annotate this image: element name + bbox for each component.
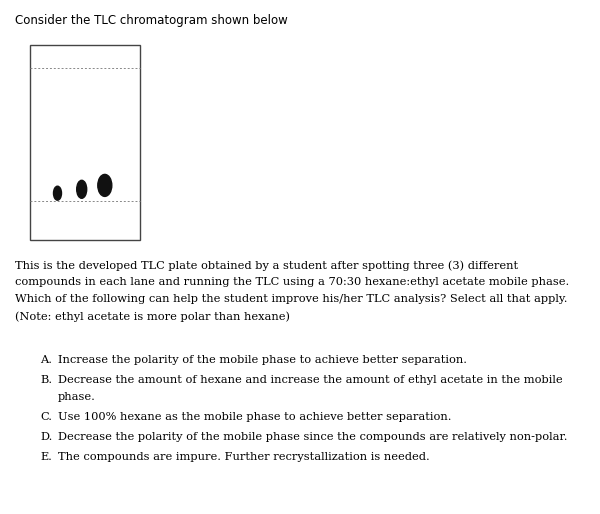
Text: This is the developed TLC plate obtained by a student after spotting three (3) d: This is the developed TLC plate obtained… (15, 260, 518, 270)
Text: Decrease the amount of hexane and increase the amount of ethyl acetate in the mo: Decrease the amount of hexane and increa… (58, 375, 563, 385)
Bar (30, 45, 140, 240)
Text: The compounds are impure. Further recrystallization is needed.: The compounds are impure. Further recrys… (58, 452, 430, 462)
Ellipse shape (98, 174, 112, 196)
Ellipse shape (53, 186, 62, 200)
Text: C.: C. (40, 412, 52, 422)
Text: Use 100% hexane as the mobile phase to achieve better separation.: Use 100% hexane as the mobile phase to a… (58, 412, 452, 422)
Text: D.: D. (40, 432, 52, 442)
Text: (Note: ethyl acetate is more polar than hexane): (Note: ethyl acetate is more polar than … (15, 311, 290, 322)
Text: phase.: phase. (58, 392, 96, 402)
Text: A.: A. (40, 355, 52, 365)
Text: Which of the following can help the student improve his/her TLC analysis? Select: Which of the following can help the stud… (15, 294, 568, 304)
Text: Consider the TLC chromatogram shown below: Consider the TLC chromatogram shown belo… (15, 14, 288, 27)
Text: E.: E. (40, 452, 52, 462)
Text: compounds in each lane and running the TLC using a 70:30 hexane:ethyl acetate mo: compounds in each lane and running the T… (15, 277, 569, 287)
Text: Decrease the polarity of the mobile phase since the compounds are relatively non: Decrease the polarity of the mobile phas… (58, 432, 568, 442)
Text: B.: B. (40, 375, 52, 385)
Text: Increase the polarity of the mobile phase to achieve better separation.: Increase the polarity of the mobile phas… (58, 355, 467, 365)
Ellipse shape (77, 180, 86, 198)
